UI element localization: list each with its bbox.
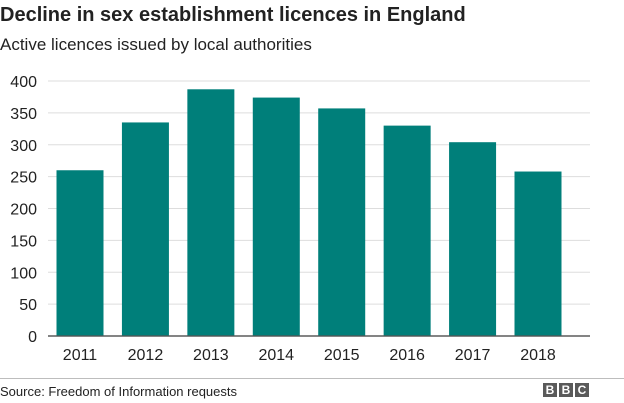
x-tick-label: 2017: [455, 347, 491, 364]
x-tick-label: 2013: [193, 347, 229, 364]
x-tick-label: 2018: [520, 347, 556, 364]
y-tick-label: 0: [28, 329, 37, 346]
footer-divider: [0, 378, 624, 379]
chart-subtitle: Active licences issued by local authorit…: [0, 35, 312, 54]
bar-2015: [318, 108, 366, 336]
y-tick-label: 250: [10, 170, 37, 187]
y-tick-label: 300: [10, 138, 37, 155]
y-tick-label: 150: [10, 233, 37, 250]
bar-2011: [56, 170, 104, 336]
bbc-logo: B B C: [543, 383, 589, 397]
bar-2013: [187, 89, 235, 336]
x-tick-label: 2016: [389, 347, 425, 364]
y-tick-label: 100: [10, 265, 37, 282]
bar-2017: [449, 142, 497, 336]
bar-2014: [252, 97, 300, 336]
bar-chart: 0 50 100 150 200 250 300 350 400 2011 2012 2013 2014…: [10, 74, 590, 364]
x-tick-label: 2011: [63, 347, 98, 364]
chart-title: Decline in sex establishment licences in…: [0, 4, 466, 26]
bbc-logo-letter-1: B: [543, 383, 557, 397]
y-tick-label: 50: [19, 297, 37, 314]
bar-2012: [121, 122, 169, 336]
bar-2018: [514, 171, 562, 336]
bar-2016: [383, 125, 431, 336]
y-tick-label: 350: [10, 106, 37, 123]
x-tick-label: 2012: [128, 347, 164, 364]
x-tick-label: 2015: [324, 347, 360, 364]
y-tick-label: 400: [10, 74, 37, 91]
bbc-logo-letter-3: C: [575, 383, 589, 397]
bbc-logo-letter-2: B: [559, 383, 573, 397]
y-tick-label: 200: [10, 202, 37, 219]
x-tick-label: 2014: [258, 347, 294, 364]
source-note: Source: Freedom of Information requests: [0, 384, 238, 399]
